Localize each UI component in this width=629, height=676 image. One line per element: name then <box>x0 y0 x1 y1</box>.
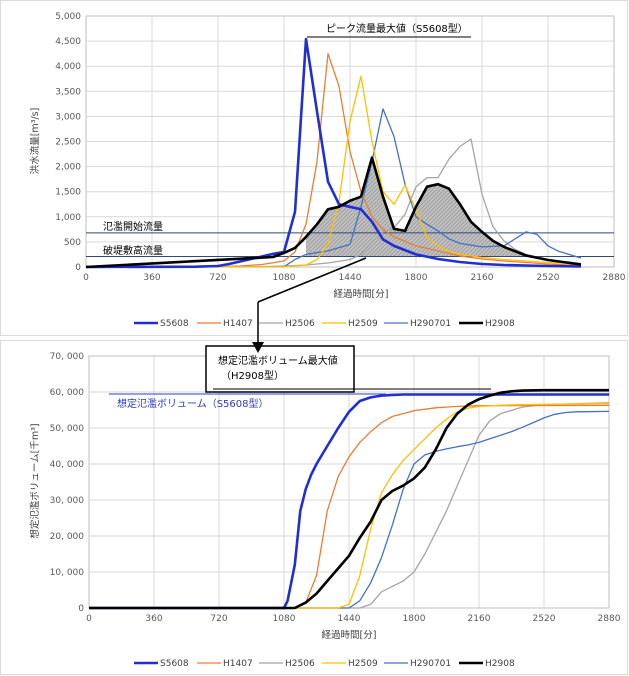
max-volume-annotation-case: （H2908型） <box>221 369 284 382</box>
x-tick-label: 2880 <box>598 614 621 624</box>
legend-label-h290701: H290701 <box>410 659 451 669</box>
y-tick-label: 50, 000 <box>50 424 85 434</box>
y-tick-label: 1,000 <box>55 213 81 223</box>
y-tick-label: 2,500 <box>55 138 81 148</box>
series-line-h290701 <box>89 410 610 609</box>
series-line-h290701 <box>85 108 582 268</box>
max-volume-annotation-box <box>205 345 355 393</box>
legend-label-s5608: S5608 <box>160 319 189 329</box>
x-tick-label: 360 <box>145 614 162 624</box>
x-tick-label: 1800 <box>403 614 426 624</box>
y-axis-label-top: 洪水流量[m³/s] <box>29 108 41 175</box>
x-tick-label: 2160 <box>468 614 491 624</box>
x-tick-label: 1080 <box>273 273 296 283</box>
y-tick-label: 70, 000 <box>50 352 85 362</box>
levee-crown-flow-label: 破堤敷高流量 <box>103 244 163 257</box>
series-line-h2509 <box>89 402 610 609</box>
series-line-h2506 <box>89 402 610 609</box>
x-axis-label-bottom: 経過時間[分] <box>322 629 377 641</box>
peak-annotation: ピーク流量最大値（S5608型） <box>326 22 468 35</box>
x-axis-label-top: 経過時間[分] <box>334 288 389 300</box>
series-line-h2908 <box>85 156 582 269</box>
y-tick-label: 20, 000 <box>50 532 85 542</box>
x-tick-label: 720 <box>209 273 226 283</box>
series-line-h2908 <box>89 388 609 610</box>
y-tick-label: 4,000 <box>55 62 81 72</box>
plot-area: 0 360 720 1080 1440 1800 2160 2520 2880 0 500 1,000… <box>55 12 625 283</box>
legend-label-h2908: H2908 <box>485 319 515 329</box>
x-tick-label: 1800 <box>405 273 428 283</box>
peak-flow-chart: 0 360 720 1080 1440 1800 2160 2520 2880 0 500 1,000… <box>29 12 626 329</box>
y-tick-label: 3,000 <box>55 112 81 122</box>
y-tick-label: 40, 000 <box>50 460 85 470</box>
legend-label-h2509: H2509 <box>348 319 378 329</box>
y-tick-label: 10, 000 <box>50 568 85 578</box>
overflow-volume-chart-panel: 0 360 720 1080 1440 1800 2160 2520 2880 0 10, 000 2… <box>0 340 628 675</box>
legend-label-h1407: H1407 <box>223 659 253 669</box>
y-tick-label: 0 <box>78 604 84 614</box>
y-tick-label: 4,500 <box>55 37 81 47</box>
plot-area: 0 360 720 1080 1440 1800 2160 2520 2880 0 10, 000 2… <box>50 352 621 624</box>
y-tick-label: 0 <box>75 263 81 273</box>
x-tick-label: 0 <box>86 614 92 624</box>
y-tick-label: 500 <box>64 238 81 248</box>
series-line-s5608 <box>89 393 609 610</box>
x-tick-label: 1440 <box>339 273 362 283</box>
max-volume-annotation: 想定氾濫ボリューム最大値 <box>218 354 338 367</box>
legend-label-h2509: H2509 <box>348 659 378 669</box>
y-tick-label: 2,000 <box>55 163 81 173</box>
legend-label-h2506: H2506 <box>285 319 315 329</box>
s5608-volume-annotation: 想定氾濫ボリューム（S5608型） <box>117 397 269 410</box>
legend-label-h2908: H2908 <box>485 659 515 669</box>
x-tick-label: 2520 <box>533 614 556 624</box>
series-line-h1407 <box>89 404 610 609</box>
legend: S5608 H1407 H2506 H2509 H290701 H2908 <box>134 659 515 669</box>
y-tick-label: 5,000 <box>55 12 81 22</box>
x-tick-label: 0 <box>83 273 89 283</box>
x-tick-label: 2880 <box>603 273 626 283</box>
peak-flow-chart-panel: 0 360 720 1080 1440 1800 2160 2520 2880 0 500 1,000… <box>0 0 628 336</box>
legend-label-h1407: H1407 <box>223 319 253 329</box>
x-tick-label: 2520 <box>537 273 560 283</box>
legend-label-h2506: H2506 <box>285 659 315 669</box>
legend-label-h290701: H290701 <box>410 319 451 329</box>
y-axis-label-bottom: 想定氾濫ボリューム[千m³] <box>29 423 41 538</box>
series-line-h2509 <box>85 75 582 268</box>
overflow-start-flow-label: 氾濫開始流量 <box>103 220 163 233</box>
y-tick-label: 30, 000 <box>50 496 85 506</box>
x-tick-label: 2160 <box>471 273 494 283</box>
y-tick-label: 3,500 <box>55 87 81 97</box>
legend-label-s5608: S5608 <box>160 659 189 669</box>
x-tick-label: 1080 <box>273 614 296 624</box>
overflow-volume-chart: 0 360 720 1080 1440 1800 2160 2520 2880 0 10, 000 2… <box>29 345 621 669</box>
x-tick-label: 1440 <box>338 614 361 624</box>
y-tick-label: 60, 000 <box>50 388 85 398</box>
x-tick-label: 720 <box>210 614 227 624</box>
y-tick-label: 1,500 <box>55 188 81 198</box>
legend: S5608 H1407 H2506 H2509 H290701 H2908 <box>134 319 515 329</box>
x-tick-label: 360 <box>143 273 160 283</box>
